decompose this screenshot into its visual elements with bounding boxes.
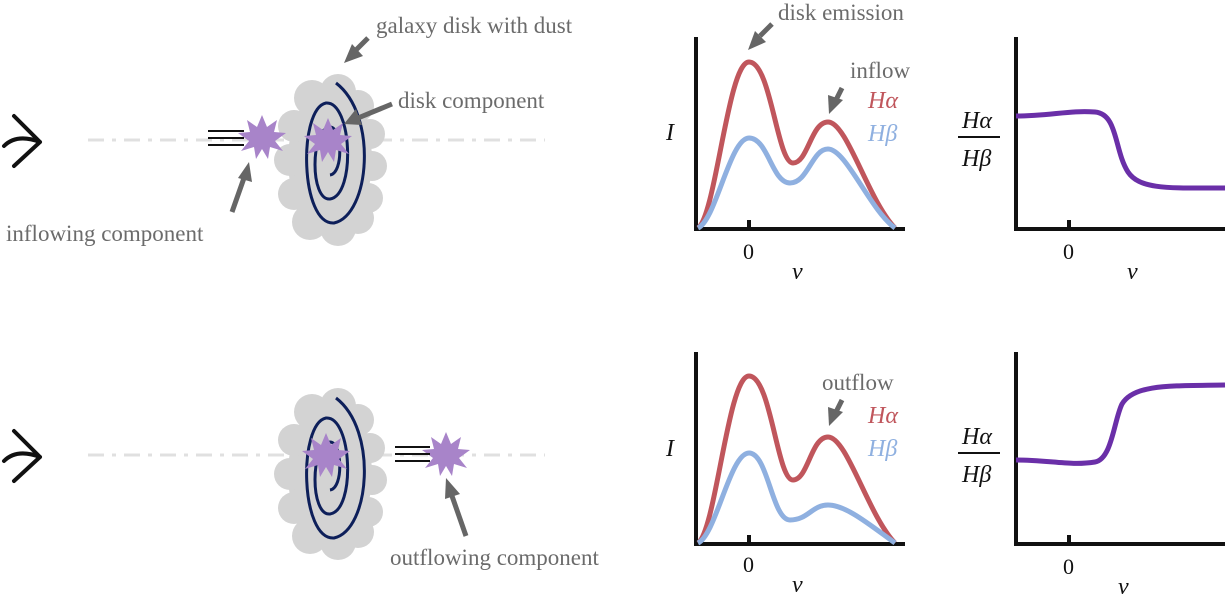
halpha-curve: [696, 59, 897, 231]
ratio-numerator: Hα: [961, 424, 992, 450]
eye-icon: [2, 429, 42, 483]
label-outflow: outflow: [822, 370, 894, 395]
label-inflow: inflow: [850, 58, 910, 83]
label-outflowing-component: outflowing component: [390, 545, 599, 570]
arrow-disk-emission: [748, 22, 774, 50]
label-disk-component: disk component: [398, 88, 545, 113]
motion-lines: [208, 130, 244, 146]
axes: [694, 352, 905, 546]
halpha-curve: [696, 373, 897, 546]
ratio-curve: [1015, 382, 1226, 466]
hbeta-curve: [696, 135, 897, 231]
x-tick-zero: 0: [743, 552, 754, 577]
label-galaxy-disk: galaxy disk with dust: [376, 13, 573, 38]
ratio-numerator: Hα: [961, 108, 992, 134]
arrow-inflowing: [229, 162, 252, 213]
y-axis-label: I: [665, 436, 675, 462]
motion-lines: [395, 446, 430, 462]
legend-halpha: Hα: [867, 88, 898, 114]
x-tick-zero: 0: [1063, 554, 1074, 579]
axes: [694, 37, 905, 231]
arrow-galaxy-disk: [344, 36, 370, 63]
inflow-spectrum-plot: I 0 v disk emission inflow Hα Hβ: [665, 0, 910, 285]
galaxy-dust-cloud: [274, 74, 387, 246]
inflow-ratio-plot: Hα Hβ 0 v: [958, 37, 1226, 285]
arrow-inflow: [828, 86, 845, 114]
x-tick-zero: 0: [1063, 239, 1074, 264]
ratio-denominator: Hβ: [961, 146, 991, 172]
hbeta-curve: [696, 450, 897, 546]
x-axis-label: v: [1127, 259, 1138, 285]
axes: [1014, 352, 1225, 546]
arrow-outflowing: [445, 478, 469, 537]
legend-halpha: Hα: [867, 403, 898, 429]
ratio-denominator: Hβ: [961, 462, 991, 488]
ratio-curve: [1015, 109, 1226, 191]
label-inflowing-component: inflowing component: [6, 221, 204, 246]
x-axis-label: v: [1118, 574, 1129, 595]
arrow-outflow: [828, 398, 845, 426]
ratio-label: Hα Hβ: [958, 424, 1000, 488]
outflow-scenario: outflowing component: [2, 388, 599, 570]
axes: [1014, 37, 1225, 231]
outflow-ratio-plot: Hα Hβ 0 v: [958, 352, 1226, 595]
x-axis-label: v: [792, 259, 803, 285]
x-tick-zero: 0: [743, 239, 754, 264]
legend-hbeta: Hβ: [867, 436, 897, 462]
legend-hbeta: Hβ: [867, 121, 897, 147]
y-axis-label: I: [665, 120, 675, 146]
outflow-spectrum-plot: I 0 v outflow Hα Hβ: [665, 352, 905, 595]
label-disk-emission: disk emission: [778, 0, 904, 25]
ratio-label: Hα Hβ: [958, 108, 1000, 172]
inflow-scenario: galaxy disk with dust disk component inf…: [2, 13, 573, 246]
x-axis-label: v: [792, 572, 803, 595]
arrow-disk-component: [344, 101, 393, 125]
eye-icon: [2, 114, 42, 168]
